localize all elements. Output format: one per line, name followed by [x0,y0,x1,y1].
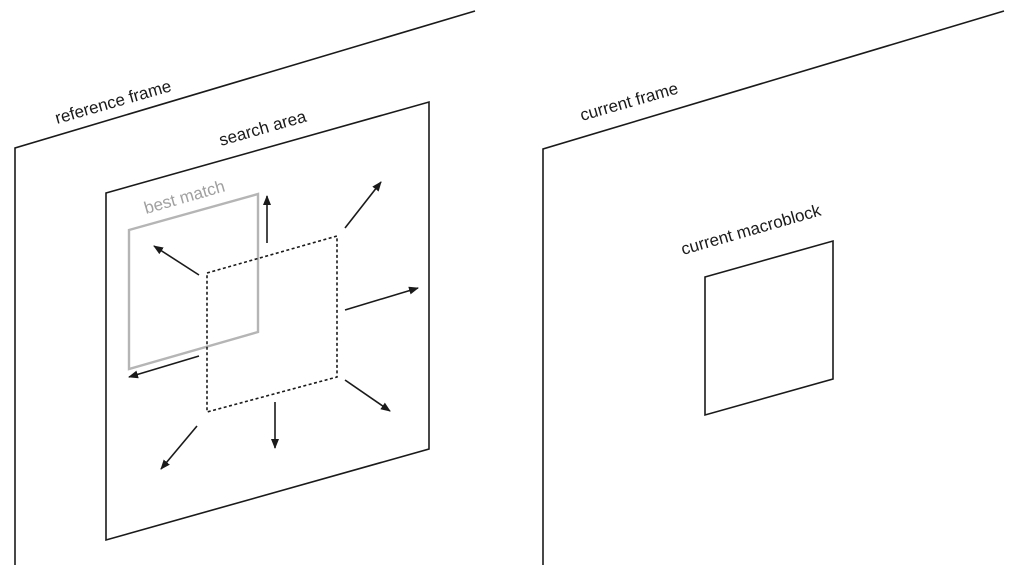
arrow-up-left [153,245,200,276]
reference-frame-outline [14,10,476,565]
arrow-up-right [344,181,382,229]
search-area-label: search area [217,107,309,150]
current-frame-label: current frame [578,79,680,125]
current-frame: current frame [542,10,1005,565]
search-area: search area [105,100,430,542]
reference-frame: reference frame [14,10,476,565]
candidate-block-outline [206,234,338,414]
reference-frame-label: reference frame [53,77,174,128]
arrow-right [344,286,419,311]
current-macroblock-outline [704,239,834,417]
search-arrows [128,181,419,470]
arrow-down-left [160,425,198,470]
arrow-left [128,355,200,379]
best-match-label: best match [142,177,227,218]
arrow-down-right [344,379,391,412]
best-match-outline [127,192,260,371]
current-macroblock: current macroblock [679,201,834,417]
best-match: best match [127,177,260,371]
search-area-outline [105,100,430,542]
current-frame-outline [542,10,1005,565]
